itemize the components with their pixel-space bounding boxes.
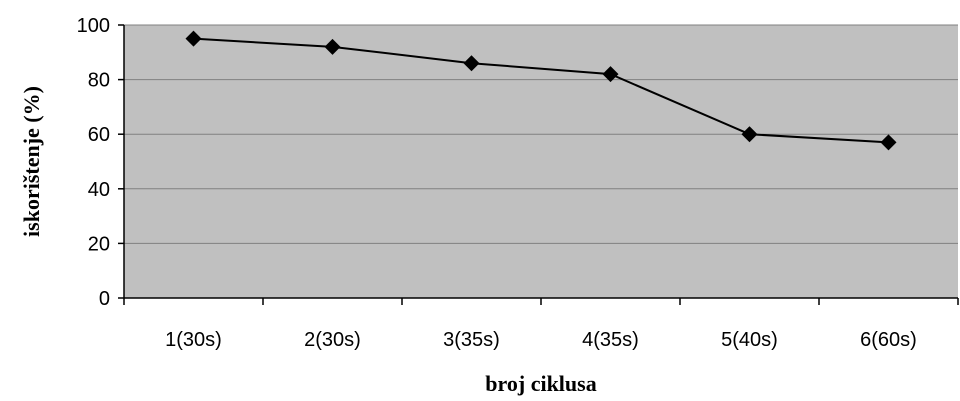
gridlines bbox=[124, 24, 958, 244]
x-tick-label: 6(60s) bbox=[860, 329, 917, 351]
y-tick-label: 40 bbox=[88, 179, 110, 201]
plot-area bbox=[124, 25, 958, 298]
data-point-marker bbox=[880, 134, 897, 151]
x-tick-label: 5(40s) bbox=[721, 329, 778, 351]
y-axis-title: iskorištenje (%) bbox=[19, 86, 44, 237]
data-point-marker bbox=[324, 38, 341, 55]
y-tick-label: 100 bbox=[77, 15, 110, 37]
x-tick-label: 1(30s) bbox=[165, 329, 222, 351]
y-tick-label: 0 bbox=[99, 288, 110, 310]
x-axis-title: broj ciklusa bbox=[485, 371, 596, 396]
series-line bbox=[193, 37, 889, 144]
x-tick-label: 2(30s) bbox=[304, 329, 361, 351]
y-tick-label: 60 bbox=[88, 124, 110, 146]
y-tick-label: 20 bbox=[88, 233, 110, 255]
y-axis: 0 20 40 60 80 100 bbox=[77, 15, 125, 310]
data-point-marker bbox=[602, 66, 619, 83]
x-tick-label: 3(35s) bbox=[443, 329, 500, 351]
data-point-marker bbox=[185, 30, 202, 47]
x-tick-label: 4(35s) bbox=[582, 329, 639, 351]
series-layer bbox=[185, 30, 897, 151]
data-point-marker bbox=[463, 55, 480, 72]
data-point-marker bbox=[741, 126, 758, 143]
y-tick-label: 80 bbox=[88, 70, 110, 92]
x-axis: 1(30s) 2(30s) 3(35s) 4(35s) 5(40s) 6(60s) bbox=[123, 297, 959, 351]
